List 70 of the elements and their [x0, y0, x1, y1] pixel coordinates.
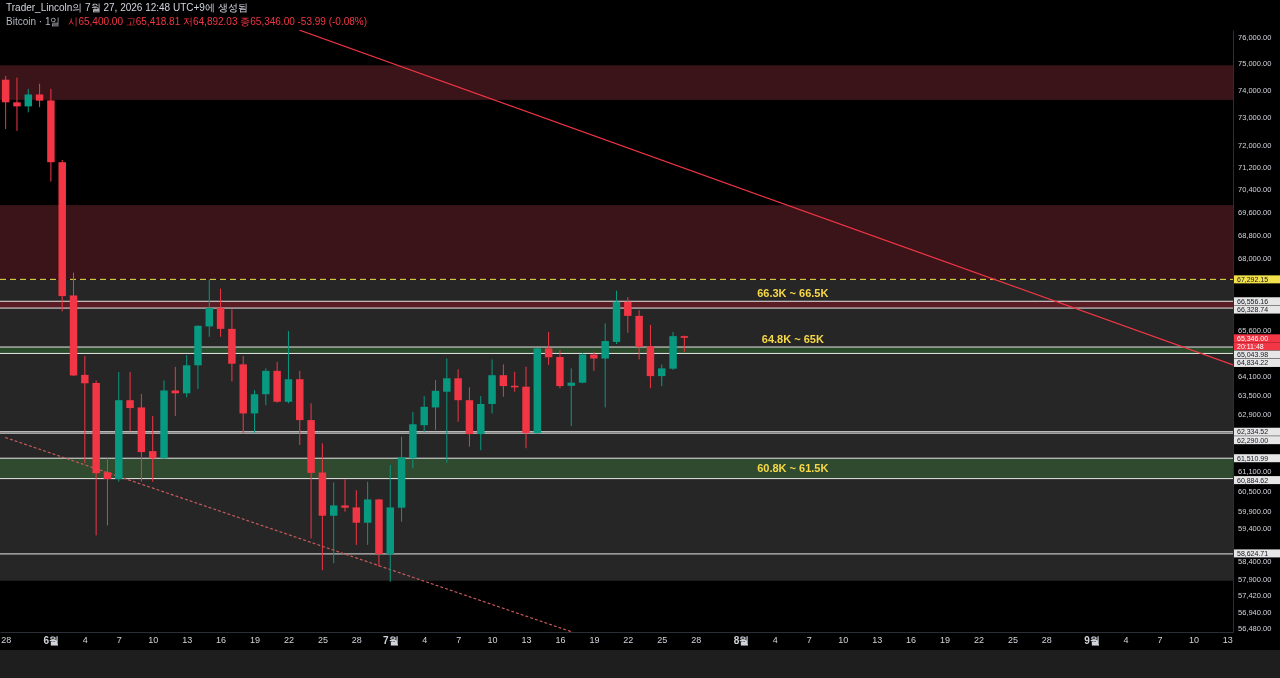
x-tick-label: 13	[521, 635, 532, 646]
x-tick-label: 25	[317, 635, 328, 646]
x-tick-label: 4	[422, 635, 428, 646]
candlestick	[171, 366, 180, 417]
candlestick	[205, 278, 213, 338]
candlestick	[126, 371, 134, 432]
chart-subtitle: 시65,400.00 고65,418.81 저64,892.03 종65,346.00 -53.99 (-0.08%)	[68, 16, 368, 27]
x-tick-label: 13	[872, 635, 883, 646]
candlestick	[601, 322, 609, 408]
candlestick	[454, 368, 462, 423]
x-tick-label: 13	[182, 635, 193, 646]
x-tick-label: 9월	[1084, 635, 1100, 647]
candlestick	[624, 296, 632, 334]
band-label: 66.3K ~ 66.5K	[757, 287, 829, 300]
candlestick	[216, 288, 225, 338]
candlestick	[352, 489, 361, 546]
x-tick-label: 7	[116, 635, 122, 646]
candlestick	[363, 481, 372, 546]
x-tick-label: 4	[82, 635, 88, 646]
x-tick-label: 7	[806, 635, 812, 646]
candlestick	[341, 478, 349, 513]
candlestick	[35, 83, 44, 108]
band-label: 60.8K ~ 61.5K	[757, 462, 829, 475]
x-tick-label: 22	[283, 635, 294, 646]
x-tick-label: 6월	[43, 635, 60, 647]
x-tick-label: 16	[906, 635, 917, 646]
candlestick	[499, 363, 508, 398]
x-tick-label: 16	[555, 635, 566, 646]
x-tick-label: 19	[250, 635, 261, 646]
x-tick-label: 28	[1041, 635, 1052, 646]
candlestick	[148, 415, 157, 483]
candlestick	[420, 395, 428, 433]
candlestick	[284, 330, 293, 404]
x-tick-label: 19	[940, 635, 951, 646]
candlestick	[103, 457, 112, 526]
x-tick-label: 25	[657, 635, 668, 646]
x-tick-label: 28	[351, 635, 362, 646]
x-tick-label: 8월	[733, 635, 750, 647]
x-tick-label: 25	[1007, 635, 1018, 646]
x-tick-label: 28	[691, 635, 702, 646]
x-tick-label: 13	[1222, 635, 1233, 646]
candlestick	[329, 481, 338, 564]
x-tick-label: 22	[623, 635, 634, 646]
x-tick-label: 7	[456, 635, 462, 646]
candlestick	[658, 363, 666, 387]
x-tick-label: 7월	[382, 635, 399, 647]
candlestick	[24, 88, 33, 113]
band-label: 64.8K ~ 65K	[761, 332, 824, 345]
x-tick-label: 10	[838, 635, 849, 646]
candlestick	[13, 77, 21, 132]
x-tick-label: 4	[1123, 635, 1129, 646]
x-tick-label: 28	[1, 635, 12, 646]
candlestick	[431, 379, 440, 431]
x-tick-label: 10	[1188, 635, 1199, 646]
candlestick	[544, 331, 553, 366]
x-tick-label: 7	[1157, 635, 1163, 646]
x-tick-label: 10	[487, 635, 498, 646]
chart-title: Bitcoin · 1일	[6, 16, 61, 27]
text: Trader_Lincoln의 7월 27, 2026 12:48 UTC+9에 생성됨	[6, 2, 248, 13]
x-tick-label: 22	[973, 635, 984, 646]
candlestick	[81, 355, 89, 464]
candlestick	[250, 389, 259, 434]
x-tick-label: 10	[148, 635, 159, 646]
x-tick-label: 4	[772, 635, 778, 646]
candlestick	[443, 358, 451, 464]
candlestick	[262, 367, 270, 406]
candlestick	[1, 75, 10, 130]
x-tick-label: 19	[589, 635, 600, 646]
candlestick	[567, 367, 575, 427]
x-tick-label: 16	[216, 635, 227, 646]
